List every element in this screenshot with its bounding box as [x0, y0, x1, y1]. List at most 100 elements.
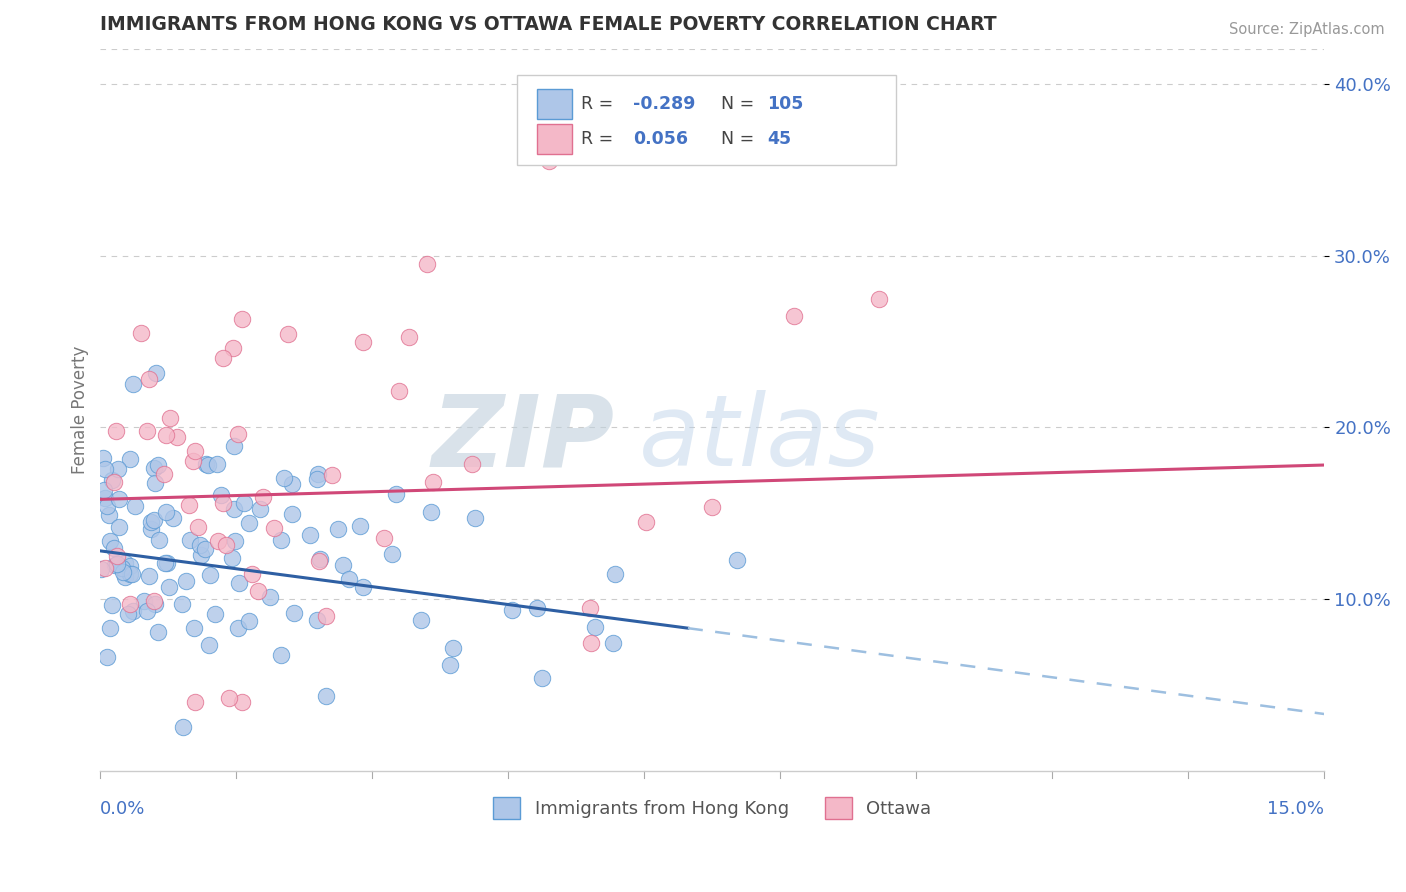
Point: [222, 342, 245, 356]
Point: [122, 604, 145, 618]
Point: [270, 533, 292, 548]
Point: [111, 561, 134, 575]
Point: [135, 603, 157, 617]
Point: [108, 519, 131, 533]
Point: [441, 641, 464, 656]
Point: [305, 472, 328, 486]
Point: [98, 621, 121, 635]
Point: [307, 467, 329, 482]
Point: [224, 501, 246, 516]
Point: [224, 439, 246, 453]
Point: [100, 598, 122, 612]
Point: [96, 499, 118, 513]
Point: [526, 600, 548, 615]
Point: [197, 458, 219, 472]
Point: [328, 522, 350, 536]
Point: [129, 326, 152, 340]
Point: [183, 621, 205, 635]
Bar: [537, 124, 572, 154]
Point: [636, 515, 658, 529]
Point: [281, 476, 304, 491]
Point: [111, 566, 134, 580]
Point: [105, 558, 128, 572]
Point: [94, 491, 117, 505]
Point: [187, 519, 209, 533]
Text: R =: R =: [582, 130, 619, 148]
Point: [148, 533, 170, 548]
Point: [146, 624, 169, 639]
Point: [100, 473, 122, 487]
Bar: [537, 89, 572, 120]
Text: N =: N =: [721, 130, 759, 148]
Point: [232, 496, 254, 510]
Point: [139, 522, 162, 536]
Point: [139, 515, 162, 529]
Point: [259, 591, 281, 605]
Point: [207, 534, 229, 549]
Point: [188, 538, 211, 552]
Point: [388, 384, 411, 399]
Point: [103, 475, 125, 490]
Point: [136, 424, 159, 438]
Point: [117, 607, 139, 622]
Point: [308, 554, 330, 568]
Point: [531, 671, 554, 685]
Point: [156, 556, 179, 570]
Point: [153, 467, 176, 482]
Point: [166, 430, 188, 444]
Point: [299, 528, 322, 542]
Point: [159, 411, 181, 425]
Point: [725, 553, 748, 567]
Point: [108, 491, 131, 506]
Point: [603, 566, 626, 581]
Point: [308, 551, 330, 566]
Point: [205, 458, 228, 472]
Point: [352, 335, 374, 350]
Point: [321, 468, 343, 483]
Point: [105, 549, 128, 563]
Point: [181, 453, 204, 467]
Text: Source: ZipAtlas.com: Source: ZipAtlas.com: [1229, 22, 1385, 37]
Point: [155, 428, 177, 442]
Point: [868, 293, 890, 307]
Point: [143, 597, 166, 611]
Point: [93, 483, 115, 498]
Legend: Immigrants from Hong Kong, Ottawa: Immigrants from Hong Kong, Ottawa: [486, 790, 939, 827]
Point: [240, 566, 263, 581]
Point: [94, 561, 117, 575]
Point: [226, 621, 249, 635]
Y-axis label: Female Poverty: Female Poverty: [72, 346, 89, 475]
Text: atlas: atlas: [638, 391, 880, 487]
Point: [155, 505, 177, 519]
Point: [700, 500, 723, 515]
Point: [420, 505, 443, 519]
Text: 15.0%: 15.0%: [1267, 799, 1324, 818]
Point: [252, 490, 274, 504]
Point: [172, 720, 194, 734]
Point: [277, 327, 299, 342]
FancyBboxPatch shape: [516, 75, 896, 165]
Point: [118, 559, 141, 574]
Text: R =: R =: [582, 95, 619, 113]
Point: [96, 650, 118, 665]
Point: [409, 613, 432, 627]
Point: [247, 584, 270, 599]
Point: [352, 580, 374, 594]
Text: ZIP: ZIP: [432, 391, 614, 487]
Point: [142, 594, 165, 608]
Point: [215, 538, 238, 552]
Point: [198, 567, 221, 582]
Point: [501, 603, 523, 617]
Point: [183, 444, 205, 458]
Point: [238, 516, 260, 531]
Point: [103, 541, 125, 555]
Point: [460, 457, 482, 471]
Point: [332, 558, 354, 572]
Point: [218, 691, 240, 706]
Point: [315, 689, 337, 703]
Point: [263, 521, 285, 535]
Point: [142, 513, 165, 527]
Point: [190, 549, 212, 563]
Point: [226, 426, 249, 441]
Point: [142, 461, 165, 475]
